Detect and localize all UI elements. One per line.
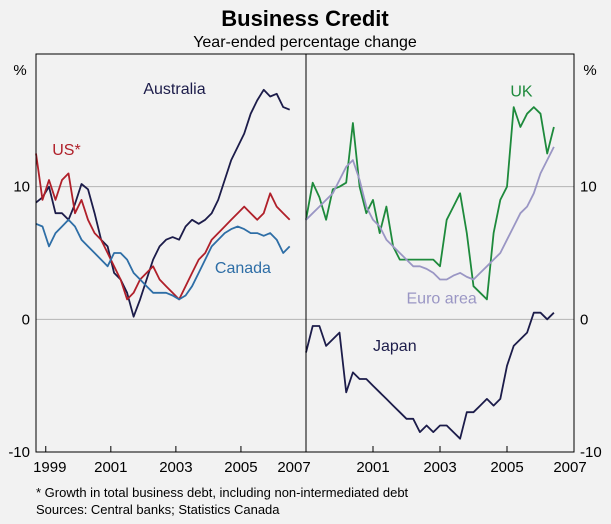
x-tick-1-2003: 2003 <box>423 459 456 476</box>
left-unit-label: % <box>13 62 26 79</box>
y-tick-left-0: 0 <box>22 311 30 328</box>
y-tick-left-10: 10 <box>13 179 30 196</box>
series-line-euro-area <box>305 146 555 281</box>
y-tick-right-10: 10 <box>580 179 597 196</box>
footnote: * Growth in total business debt, includi… <box>36 485 409 500</box>
x-tick-0-2001: 2001 <box>94 459 127 476</box>
series-label-us: US* <box>52 142 80 159</box>
x-tick-1-2001: 2001 <box>356 459 389 476</box>
y-tick-right-0: 0 <box>580 311 588 328</box>
x-tick-0-2003: 2003 <box>159 459 192 476</box>
sources-note: Sources: Central banks; Statistics Canad… <box>36 502 280 517</box>
series-label-uk: UK <box>510 83 533 100</box>
x-tick-0-2005: 2005 <box>224 459 257 476</box>
y-tick-right--10: -10 <box>580 444 602 461</box>
x-tick-0-2007: 2007 <box>277 459 310 476</box>
plot-frame <box>35 53 575 453</box>
series-line-australia <box>35 88 291 318</box>
series-line-uk <box>305 106 555 301</box>
right-unit-label: % <box>583 62 596 79</box>
chart-title: Business Credit <box>221 6 389 31</box>
series-label-japan: Japan <box>373 338 417 355</box>
series-line-us <box>35 153 291 301</box>
x-tick-1-2007: 2007 <box>553 459 586 476</box>
series-label-euro-area: Euro area <box>407 290 477 307</box>
y-tick-left--10: -10 <box>8 444 30 461</box>
series-label-canada: Canada <box>215 260 271 277</box>
series-line-canada <box>35 218 291 301</box>
series-line-japan <box>305 311 555 440</box>
series-label-australia: Australia <box>143 81 205 98</box>
x-tick-0-1999: 1999 <box>33 459 66 476</box>
x-tick-1-2005: 2005 <box>490 459 523 476</box>
chart-subtitle: Year-ended percentage change <box>193 34 417 51</box>
